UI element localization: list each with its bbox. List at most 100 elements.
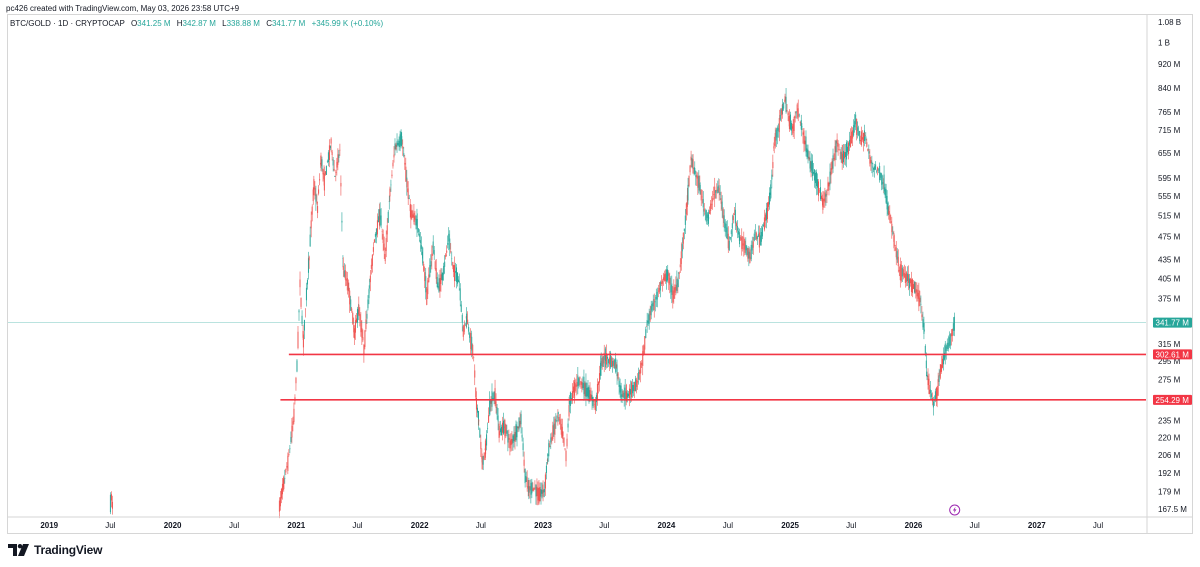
level-price-label: 302.61 M: [1153, 349, 1192, 360]
candle: [399, 130, 401, 152]
candle: [787, 111, 789, 122]
candle: [552, 421, 554, 442]
candle: [793, 115, 795, 139]
symbol-label[interactable]: BTC/GOLD · 1D · CRYPTOCAP: [10, 19, 125, 28]
svg-text:341.77 M: 341.77 M: [1156, 319, 1190, 328]
levels-layer: [8, 322, 1146, 401]
candle: [857, 121, 859, 139]
candle: [525, 471, 527, 483]
candle: [280, 487, 282, 504]
tradingview-logo-icon: [8, 544, 29, 556]
candle: [390, 179, 392, 192]
candle: [897, 249, 899, 273]
candle: [565, 449, 567, 467]
candle: [800, 114, 802, 137]
candle: [490, 396, 492, 412]
candle: [661, 279, 663, 292]
time-axis[interactable]: 2019 Jul 2020 Jul 2021 Jul 2022 Jul 2023 Jul 2024 J…: [40, 521, 1103, 530]
candle: [549, 440, 551, 448]
candle: [410, 204, 412, 229]
candle: [365, 310, 367, 332]
candle: [723, 209, 725, 232]
candle: [850, 128, 852, 148]
candle: [318, 185, 320, 196]
candle: [791, 123, 793, 135]
candle: [815, 169, 817, 196]
candle: [483, 452, 485, 461]
candle: [930, 390, 932, 401]
candle: [471, 330, 473, 358]
candle: [759, 228, 761, 246]
candle: [706, 212, 708, 225]
candle: [308, 255, 310, 269]
candle: [712, 190, 714, 210]
candle: [382, 229, 384, 252]
candle: [456, 264, 458, 289]
candle: [799, 121, 801, 126]
candle: [433, 245, 435, 260]
candle: [519, 412, 521, 429]
candle: [438, 274, 440, 293]
candle: [937, 372, 939, 397]
candle: [313, 175, 315, 196]
candle: [632, 379, 634, 398]
candle: [662, 272, 664, 286]
candle: [449, 230, 451, 257]
tradingview-brand[interactable]: TradingView: [8, 543, 102, 557]
x-tick-label: 2021: [287, 521, 305, 530]
candle: [331, 149, 333, 161]
candle: [559, 413, 561, 430]
event-marker[interactable]: [949, 504, 961, 516]
candle: [711, 196, 713, 210]
candle: [487, 422, 489, 434]
candle: [733, 207, 735, 216]
candle: [758, 225, 760, 253]
candle: [291, 417, 293, 444]
candle: [548, 439, 550, 462]
candle: [663, 270, 665, 282]
x-tick-label: 2025: [781, 521, 799, 530]
candle: [890, 214, 892, 224]
candle: [556, 415, 558, 423]
candle: [771, 169, 773, 189]
candle: [305, 282, 307, 307]
candle: [586, 382, 588, 400]
candle: [581, 378, 583, 393]
price-axis[interactable]: 1.08 B 1 B 920 M 840 M 765 M 715 M 655 M 595 M 5…: [1158, 18, 1187, 514]
lightning-icon[interactable]: [949, 504, 961, 516]
candle: [618, 377, 620, 395]
x-tick-label: Jul: [229, 521, 239, 530]
candle: [375, 228, 377, 244]
candle: [526, 470, 528, 492]
candle: [834, 139, 836, 167]
candle: [611, 356, 613, 368]
candle: [895, 241, 897, 266]
chart-frame[interactable]: [7, 14, 1193, 534]
candle: [757, 225, 759, 238]
y-tick-label: 475 M: [1158, 233, 1181, 242]
candle: [362, 329, 364, 343]
candle: [396, 133, 398, 153]
candle: [846, 140, 848, 168]
candle: [713, 186, 715, 200]
candle: [299, 271, 301, 296]
candle: [328, 139, 330, 168]
candle: [875, 161, 877, 171]
candle: [324, 171, 326, 176]
candle: [587, 379, 589, 402]
candle: [373, 238, 375, 244]
candle: [439, 269, 441, 298]
candle: [336, 157, 338, 176]
candle: [860, 126, 862, 147]
candle: [448, 227, 450, 251]
candle: [859, 130, 861, 144]
candle: [950, 329, 952, 346]
price-labels-layer: 302.61 M 254.29 M 341.77 M: [1153, 317, 1192, 405]
candle: [823, 191, 825, 208]
candle: [809, 151, 811, 173]
candle: [702, 191, 704, 217]
y-tick-label: 435 M: [1158, 256, 1181, 265]
candle: [312, 187, 314, 205]
candle: [495, 393, 497, 414]
